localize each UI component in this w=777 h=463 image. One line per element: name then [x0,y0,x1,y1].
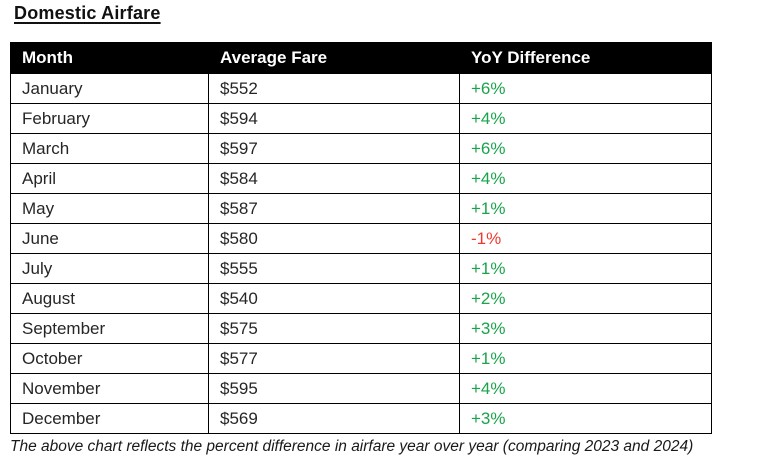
yoy-cell: +4% [459,103,712,134]
table-row: August $540 +2% [10,283,712,314]
column-header-month: Month [10,42,209,74]
yoy-cell: +4% [459,373,712,404]
yoy-cell: +4% [459,163,712,194]
yoy-cell: +3% [459,313,712,344]
fare-cell: $575 [208,313,460,344]
yoy-cell: +1% [459,193,712,224]
page-title: Domestic Airfare [14,3,161,23]
fare-cell: $580 [208,223,460,254]
month-cell: February [10,103,209,134]
yoy-cell: +6% [459,73,712,104]
fare-cell: $555 [208,253,460,284]
month-cell: September [10,313,209,344]
fare-cell: $587 [208,193,460,224]
month-cell: June [10,223,209,254]
fare-cell: $569 [208,403,460,434]
yoy-cell: +3% [459,403,712,434]
month-cell: July [10,253,209,284]
fare-cell: $594 [208,103,460,134]
table-row: April $584 +4% [10,163,712,194]
table-row: July $555 +1% [10,253,712,284]
month-cell: November [10,373,209,404]
month-cell: May [10,193,209,224]
fare-cell: $552 [208,73,460,104]
airfare-table: Month Average Fare YoY Difference Januar… [10,42,712,434]
yoy-cell: +1% [459,253,712,284]
month-cell: April [10,163,209,194]
fare-cell: $540 [208,283,460,314]
fare-cell: $597 [208,133,460,164]
month-cell: December [10,403,209,434]
column-header-average-fare: Average Fare [208,42,460,74]
fare-cell: $584 [208,163,460,194]
yoy-cell: +2% [459,283,712,314]
table-row: November $595 +4% [10,373,712,404]
fare-cell: $577 [208,343,460,374]
fare-cell: $595 [208,373,460,404]
month-cell: August [10,283,209,314]
footnote: The above chart reflects the percent dif… [10,438,694,455]
table-row: January $552 +6% [10,73,712,104]
yoy-cell: +1% [459,343,712,374]
table-row: October $577 +1% [10,343,712,374]
table-row: September $575 +3% [10,313,712,344]
yoy-cell: +6% [459,133,712,164]
table-row: February $594 +4% [10,103,712,134]
yoy-cell: -1% [459,223,712,254]
table-row: March $597 +6% [10,133,712,164]
table-row: December $569 +3% [10,403,712,434]
month-cell: January [10,73,209,104]
column-header-yoy-difference: YoY Difference [459,42,712,74]
table-header-row: Month Average Fare YoY Difference [10,42,712,74]
month-cell: October [10,343,209,374]
month-cell: March [10,133,209,164]
table-row: May $587 +1% [10,193,712,224]
table-row: June $580 -1% [10,223,712,254]
